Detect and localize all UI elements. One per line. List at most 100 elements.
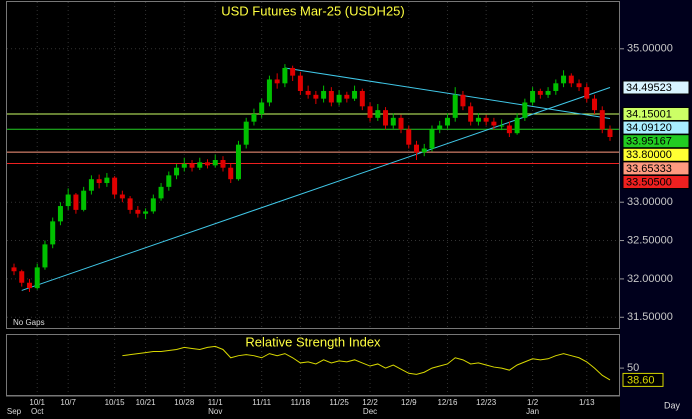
candle-body — [305, 90, 311, 95]
candle-body — [460, 94, 466, 107]
candle-body — [290, 67, 296, 76]
candle-body — [499, 125, 505, 127]
candle-body — [352, 90, 358, 99]
level-label-box — [622, 161, 690, 176]
candle-body — [251, 113, 257, 122]
x-tick-label: 11/1 — [208, 398, 224, 407]
level-label-box — [622, 106, 690, 121]
candle-body — [189, 163, 195, 168]
level-label: 34.09120 — [626, 122, 672, 134]
candle-body — [359, 90, 365, 107]
month-label: Jan — [526, 407, 539, 416]
candle-body — [592, 98, 598, 111]
candle-body — [174, 167, 180, 176]
candle-body — [104, 177, 110, 184]
candle-body — [452, 94, 458, 118]
grid-layer — [7, 2, 624, 395]
candle-body — [444, 117, 450, 126]
level-label: 33.95167 — [626, 136, 672, 148]
candle-body — [367, 106, 373, 118]
indicator-value-box — [622, 372, 664, 387]
level-label-box — [622, 147, 690, 162]
x-tick-label: 11/25 — [329, 398, 349, 407]
candle-body — [506, 125, 512, 134]
candle-body — [584, 87, 590, 99]
level-label-box — [622, 134, 690, 149]
candle-body — [468, 106, 474, 122]
y-tick-label: 32.50000 — [627, 234, 673, 246]
candle-body — [514, 117, 520, 134]
price-panel-frame — [6, 1, 620, 329]
candle-body — [576, 83, 582, 88]
x-tick-label: 10/7 — [60, 398, 76, 407]
level-label: 34.15001 — [626, 108, 672, 120]
x-tick-label: 10/1 — [29, 398, 45, 407]
candle-body — [398, 117, 404, 130]
candle-body — [259, 102, 265, 114]
x-tick-label: 11/11 — [252, 398, 271, 407]
x-tick-label: 1/13 — [579, 398, 595, 407]
indicator-value-label: 38.60 — [627, 374, 655, 386]
month-label: Sep — [7, 407, 22, 416]
candle-body — [50, 221, 56, 245]
candle-body — [522, 102, 528, 118]
candle-body — [328, 90, 334, 103]
candle-body — [150, 198, 156, 212]
candle-body — [274, 79, 280, 84]
level-label: 33.65333 — [626, 163, 672, 175]
x-tick-label: 12/2 — [362, 398, 378, 407]
candle-body — [336, 94, 342, 103]
x-tick-label: 10/21 — [136, 398, 157, 407]
trendline — [21, 87, 611, 291]
candle-body — [19, 271, 25, 283]
candle-body — [143, 211, 149, 214]
x-unit-label: Day — [664, 400, 681, 410]
month-label: Nov — [208, 407, 222, 416]
level-label-box — [622, 174, 690, 189]
level-label-box — [622, 80, 690, 95]
candle-body — [483, 117, 489, 122]
level-label-box — [622, 120, 690, 135]
candle-body — [73, 194, 79, 210]
candle-body — [375, 110, 381, 118]
candle-body — [112, 177, 118, 195]
candle-body — [282, 67, 288, 84]
candle-body — [158, 186, 164, 199]
level-label: 33.80000 — [626, 149, 672, 161]
candle-body — [88, 179, 94, 191]
candle-body — [11, 267, 17, 272]
x-tick-label: 1/2 — [527, 398, 539, 407]
candle-body — [266, 79, 272, 103]
x-tick-label: 12/23 — [476, 398, 497, 407]
candle-body — [321, 90, 327, 99]
candle-body — [26, 282, 32, 289]
candle-body — [181, 163, 187, 168]
candle-body — [197, 162, 203, 168]
chart-title: USD Futures Mar-25 (USDH25) — [221, 3, 405, 18]
candle-body — [228, 167, 234, 180]
y-tick-label: 35.00000 — [627, 43, 673, 55]
candle-body — [34, 267, 40, 289]
candle-body — [127, 198, 133, 210]
candle-body — [220, 160, 226, 168]
y-tick-label: 31.50000 — [627, 311, 673, 323]
indicator-y-tick-label: 50 — [627, 362, 639, 374]
candle-body — [561, 75, 567, 84]
candle-body — [475, 117, 481, 122]
candle-body — [537, 90, 543, 95]
candle-body — [42, 244, 48, 268]
marks-layer — [7, 64, 619, 381]
x-tick-label: 10/15 — [105, 398, 126, 407]
candle-body — [297, 75, 303, 91]
candle-body — [491, 121, 497, 126]
candle-body — [553, 83, 559, 91]
candle-body — [429, 129, 435, 149]
candle-body — [344, 94, 350, 99]
level-label: 34.49523 — [626, 82, 672, 94]
indicator-line — [122, 345, 611, 381]
candle-body — [96, 179, 102, 184]
candle-body — [383, 110, 389, 126]
trendline — [284, 67, 611, 119]
candle-body — [406, 129, 412, 145]
